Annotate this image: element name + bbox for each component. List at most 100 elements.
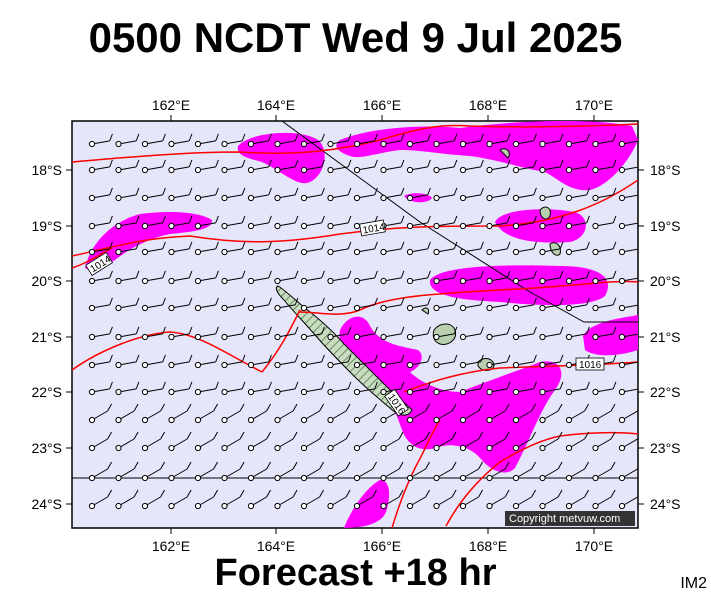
wind-barb [221,489,245,510]
wind-barb [88,241,113,256]
wind-barb [512,187,537,202]
new-caledonia-island [275,285,413,416]
wind-barb [221,326,246,341]
wind-barb [353,326,378,341]
wind-barb [459,431,484,452]
wind-barb [406,297,431,312]
wind-barb [300,270,325,285]
wind-barb [592,461,616,482]
wind-barb [433,489,457,510]
wind-barb [194,215,219,230]
wind-barb [512,133,537,148]
copyright-box: Copyright metvuw.com [505,511,635,526]
wind-barb [406,461,431,482]
wind-barb [274,297,299,312]
wind-barb [300,241,325,256]
wind-barb [592,297,617,312]
wind-barb [327,297,352,312]
wind-barb [274,489,298,510]
wind-barb [353,381,378,396]
wind-barb [141,187,166,202]
wind-barb [512,297,537,312]
wind-barb [274,461,298,482]
wind-barb [380,270,405,285]
wind-barb [380,354,405,369]
wind-barb [592,403,616,424]
wind-barb [512,381,537,396]
forecast-label: Forecast +18 hr [214,552,497,594]
lat-tick-label: 19°S [650,218,681,234]
wind-barb [353,270,378,285]
wind-barb [539,133,564,148]
wind-barb [539,354,564,369]
wind-barb [406,159,431,174]
wind-barb [221,159,246,174]
wind-barb [141,133,166,148]
wind-barb [327,215,352,230]
wind-barb [433,431,457,452]
wind-barb [168,354,193,369]
wind-barb [433,381,458,396]
wind-barb [539,461,563,482]
wind-barb [327,270,352,285]
wind-barb [115,326,140,341]
wind-barb [327,461,351,482]
wind-barb [247,403,272,424]
wind-barb [168,270,193,285]
wind-barb [539,489,563,510]
wind-barb [618,388,638,396]
wind-barbs [88,133,638,510]
wind-barb [221,215,246,230]
wind-barb [353,489,378,510]
wind-barb [459,461,484,482]
wind-barb [88,215,113,230]
wind-barb [221,297,246,312]
wind-barb [592,326,617,341]
wind-barb [406,215,431,230]
wind-barb [300,297,325,312]
wind-barb [380,241,405,256]
wind-barb [194,270,219,285]
wind-barb [565,326,590,341]
lat-tick-label: 24°S [650,496,681,512]
wind-barb [406,489,431,510]
wind-barb [141,431,166,452]
lon-tick-label: 168°E [469,538,507,554]
wind-barb [539,159,564,174]
wind-barb [618,248,638,256]
wind-barb [433,159,458,174]
lon-tick-label: 166°E [363,97,401,113]
lon-tick-label: 168°E [469,97,507,113]
isobar-label: 1016 [579,360,602,371]
wind-barb [459,354,484,369]
wind-barb [115,461,139,482]
wind-barb [406,381,431,396]
lon-tick-label: 170°E [575,538,613,554]
wind-barb [565,489,590,510]
lon-labels-bottom: 162°E 164°E 166°E 168°E 170°E [152,538,613,554]
wind-barb [300,461,325,482]
wind-barb [221,403,245,424]
lon-tick-label: 164°E [257,538,295,554]
wind-barb [486,297,511,312]
wind-barb [327,354,352,369]
wind-barb [247,241,272,256]
lat-tick-label: 20°S [31,273,62,289]
wind-barb [221,431,245,452]
wind-barb [353,461,378,482]
wind-barb [406,354,431,369]
lon-tick-label: 166°E [363,538,401,554]
wind-barb [592,159,617,174]
wind-barb [406,326,431,341]
wind-barb [141,489,166,510]
wind-barb [592,187,617,202]
wind-barb [274,215,299,230]
wind-barb [300,159,325,174]
wind-barb [512,326,537,341]
wind-barb [274,270,299,285]
wind-barb [300,187,325,202]
wind-barb [300,431,325,452]
wind-barb [327,431,351,452]
rain-area [339,316,562,473]
wind-barb [618,277,638,285]
